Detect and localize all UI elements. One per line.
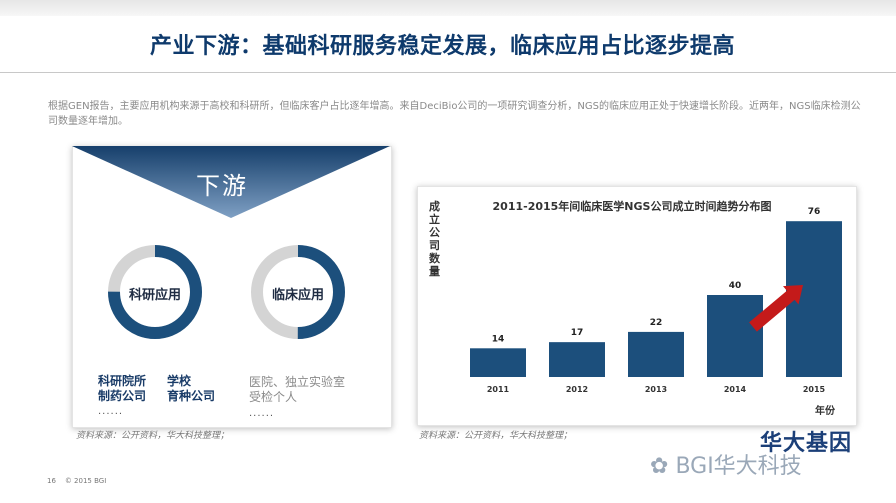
research-label: 科研应用 bbox=[128, 288, 181, 303]
trend-arrow-icon bbox=[749, 285, 803, 332]
x-tick-label: 2014 bbox=[724, 385, 747, 394]
chart-bar-2011 bbox=[470, 348, 526, 377]
watermark-text: BGI华大科技 bbox=[675, 454, 802, 479]
y-axis-label: 成立公司数量 bbox=[429, 199, 441, 278]
x-tick-label: 2011 bbox=[487, 385, 510, 394]
title-divider bbox=[0, 72, 896, 73]
clinical-ring bbox=[251, 245, 345, 339]
research-item: 学校 bbox=[167, 374, 192, 388]
bar-chart: 2011-2015年间临床医学NGS公司成立时间趋势分布图 成立公司数量 年份 … bbox=[429, 199, 842, 417]
clinical-ellipsis: ...... bbox=[249, 408, 275, 419]
x-tick-label: 2015 bbox=[803, 385, 826, 394]
research-item: 制药公司 bbox=[98, 389, 147, 403]
clinical-item: 医院、独立实验室 bbox=[249, 375, 346, 389]
research-ellipsis: ...... bbox=[98, 406, 124, 417]
chart-bar-2012 bbox=[549, 342, 605, 377]
bgi-logo: 华大基因 bbox=[760, 431, 853, 456]
clinical-label: 临床应用 bbox=[271, 288, 324, 303]
intro-paragraph: 根据GEN报告，主要应用机构来源于高校和科研所，但临床客户占比逐年增高。来自De… bbox=[48, 101, 861, 127]
chart-title: 2011-2015年间临床医学NGS公司成立时间趋势分布图 bbox=[493, 199, 772, 213]
data-label: 17 bbox=[571, 328, 584, 338]
data-label: 14 bbox=[492, 334, 505, 344]
slide-title: 产业下游：基础科研服务稳定发展，临床应用占比逐步提高 bbox=[150, 34, 736, 59]
wechat-icon: ✿ bbox=[650, 454, 669, 479]
research-item: 科研院所 bbox=[98, 374, 147, 388]
data-label: 40 bbox=[729, 281, 742, 291]
chart-bar-2013 bbox=[628, 331, 684, 377]
x-tick-label: 2012 bbox=[566, 385, 588, 394]
x-axis-label: 年份 bbox=[815, 404, 836, 417]
left-source-note: 资料来源：公开资料，华大科技整理； bbox=[76, 431, 230, 441]
chart-bar-2014 bbox=[707, 295, 763, 377]
watermark: ✿ BGI华大科技 bbox=[650, 448, 802, 480]
research-ring bbox=[108, 245, 202, 339]
downstream-label: 下游 bbox=[196, 172, 248, 200]
data-label: 22 bbox=[650, 318, 663, 328]
clinical-item: 受检个人 bbox=[249, 390, 298, 404]
top-bar bbox=[0, 0, 896, 16]
chart-source-note: 资料来源：公开资料，华大科技整理； bbox=[419, 431, 573, 441]
data-label: 76 bbox=[808, 207, 821, 217]
research-ring-fill bbox=[108, 245, 202, 339]
downstream-banner bbox=[72, 146, 390, 218]
clinical-ring-fill bbox=[251, 245, 345, 339]
x-tick-label: 2013 bbox=[645, 385, 667, 394]
research-item: 育种公司 bbox=[167, 389, 216, 403]
copyright: © 2015 BGI bbox=[64, 477, 107, 485]
footer: 16 © 2015 BGI bbox=[47, 477, 106, 485]
page-number: 16 bbox=[47, 477, 56, 485]
